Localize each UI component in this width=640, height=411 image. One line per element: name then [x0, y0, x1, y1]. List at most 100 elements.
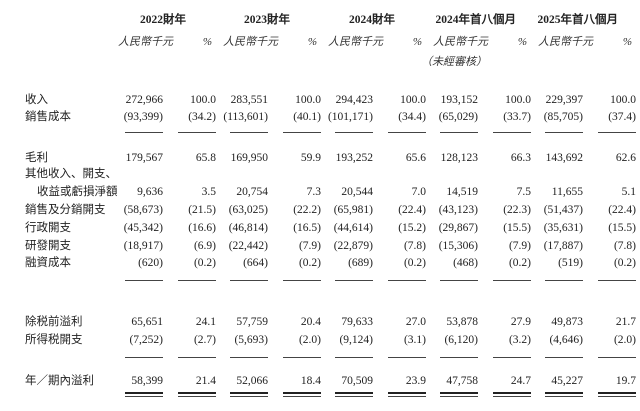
cell-value: (15.2) [398, 222, 426, 234]
cell-value: (16.6) [188, 222, 216, 234]
cell-value: 27.9 [510, 316, 531, 328]
cell-value: (85,705) [543, 111, 583, 123]
underline [283, 280, 321, 281]
pct-unit: % [517, 36, 527, 48]
cell-value: 229,397 [545, 94, 583, 106]
cell-value: 49,873 [551, 316, 583, 328]
amount-unit: 人民幣千元 [118, 36, 173, 48]
underline [388, 280, 426, 281]
cell-value: (0.2) [298, 257, 321, 269]
cell-value: 100.0 [190, 94, 216, 106]
cell-value: (101,171) [327, 111, 373, 123]
period-header: 2022財年 [140, 14, 186, 26]
underline [125, 357, 163, 358]
underline [125, 280, 163, 281]
cell-value: 3.5 [201, 186, 216, 198]
cell-value: 9,636 [137, 186, 163, 198]
amount-unit: 人民幣千元 [433, 36, 488, 48]
row-label: 年／期內溢利 [25, 375, 94, 387]
row-label: 其他收入、開支、 [25, 168, 117, 180]
row-label: 融資成本 [25, 257, 71, 269]
cell-value: (35,631) [543, 222, 583, 234]
cell-value: 57,759 [236, 316, 268, 328]
cell-value: (44,614) [333, 222, 373, 234]
cell-value: 65.6 [405, 152, 426, 164]
cell-value: (468) [453, 257, 478, 269]
row-label: 收入 [25, 94, 48, 106]
underline [493, 132, 531, 133]
underline [545, 280, 583, 281]
cell-value: (34.2) [188, 111, 216, 123]
cell-value: 100.0 [400, 94, 426, 106]
cell-value: 23.9 [405, 375, 426, 387]
cell-value: 193,152 [440, 94, 478, 106]
underline [230, 280, 268, 281]
cell-value: (22,442) [228, 240, 268, 252]
double-underline [335, 396, 373, 397]
double-underline [598, 396, 636, 397]
row-label: 所得税開支 [25, 334, 83, 346]
underline [178, 132, 216, 133]
underline [230, 132, 268, 133]
cell-value: (16.5) [293, 222, 321, 234]
pct-unit: % [307, 36, 317, 48]
underline [283, 357, 321, 358]
double-underline [335, 392, 373, 394]
double-underline [178, 392, 216, 394]
cell-value: (93,399) [123, 111, 163, 123]
cell-value: 79,633 [341, 316, 373, 328]
cell-value: (58,673) [123, 204, 163, 216]
row-label: 除税前溢利 [25, 316, 83, 328]
cell-value: (63,025) [228, 204, 268, 216]
cell-value: (689) [348, 257, 373, 269]
underline [388, 357, 426, 358]
cell-value: 66.3 [510, 152, 531, 164]
row-label: 行政開支 [25, 222, 71, 234]
cell-value: 7.0 [411, 186, 426, 198]
cell-value: (0.2) [508, 257, 531, 269]
double-underline [388, 396, 426, 397]
cell-value: 52,066 [236, 375, 268, 387]
underline [440, 357, 478, 358]
cell-value: (113,601) [223, 111, 268, 123]
cell-value: 21.4 [195, 375, 216, 387]
cell-value: (7.8) [403, 240, 426, 252]
cell-value: (7,252) [129, 334, 163, 346]
underline [335, 357, 373, 358]
amount-unit: 人民幣千元 [328, 36, 383, 48]
double-underline [283, 396, 321, 397]
cell-value: 21.7 [615, 316, 636, 328]
underline [178, 280, 216, 281]
cell-value: (620) [138, 257, 163, 269]
pct-unit: % [622, 36, 632, 48]
cell-value: 100.0 [610, 94, 636, 106]
period-header: 2024年首八個月 [435, 14, 517, 26]
cell-value: (34.4) [398, 111, 426, 123]
cell-value: 53,878 [446, 316, 478, 328]
cell-value: 294,423 [335, 94, 373, 106]
underline [598, 280, 636, 281]
underline [335, 132, 373, 133]
cell-value: (4,646) [549, 334, 583, 346]
double-underline [493, 392, 531, 394]
double-underline [388, 392, 426, 394]
double-underline [545, 392, 583, 394]
cell-value: (3.1) [403, 334, 426, 346]
cell-value: (3.2) [508, 334, 531, 346]
double-underline [283, 392, 321, 394]
cell-value: 5.1 [621, 186, 636, 198]
cell-value: (15.5) [503, 222, 531, 234]
cell-value: (664) [243, 257, 268, 269]
cell-value: (15.5) [608, 222, 636, 234]
double-underline [545, 396, 583, 397]
period-header: 2024財年 [349, 14, 395, 26]
double-underline [440, 392, 478, 394]
cell-value: (6,120) [444, 334, 478, 346]
cell-value: (519) [558, 257, 583, 269]
cell-value: 143,692 [545, 152, 583, 164]
cell-value: (22.4) [398, 204, 426, 216]
cell-value: (65,981) [333, 204, 373, 216]
underline [335, 280, 373, 281]
underline [545, 357, 583, 358]
underline [230, 357, 268, 358]
